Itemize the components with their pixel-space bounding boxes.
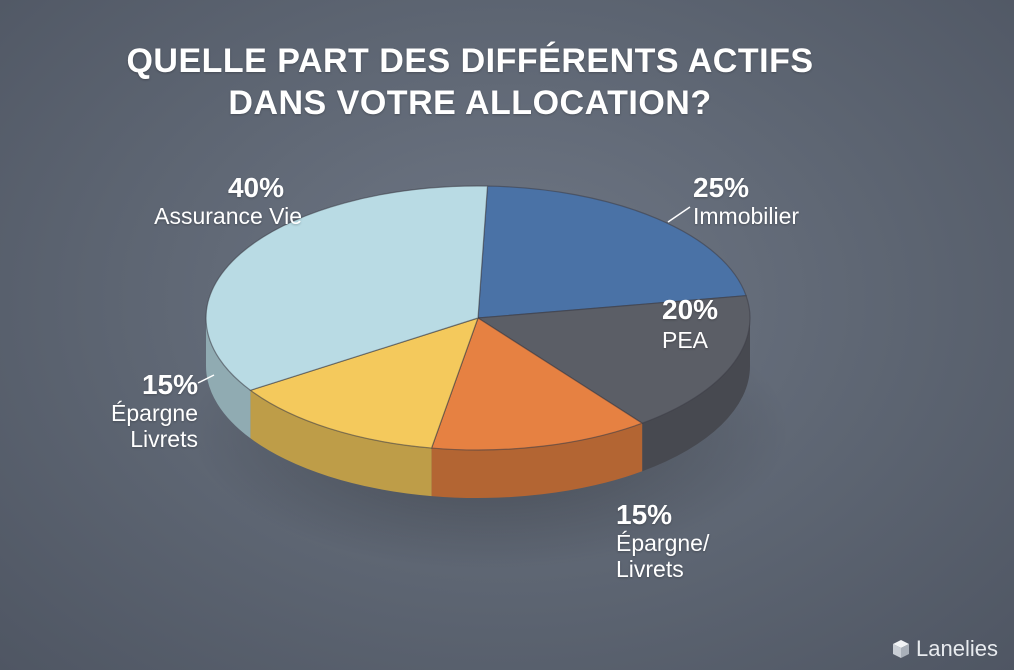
label-epargne-bottom-name-2: Livrets — [616, 556, 684, 582]
leader-line-epargne-left — [197, 374, 215, 384]
pie-slice-assurance-vie — [205, 185, 489, 391]
label-assurance-vie-pct: 40% — [227, 172, 284, 203]
leader-line-immobilier — [667, 206, 691, 223]
pie-slice-pargne-livrets — [249, 317, 479, 449]
pie-side-pargne-livrets — [431, 423, 643, 498]
chart-title-line-1: QUELLE PART DES DIFFÉRENTS ACTIFS — [126, 42, 814, 80]
watermark-logo: Lanelies — [892, 636, 998, 662]
label-pea-name: PEA — [662, 327, 709, 353]
label-epargne-left: 15% Épargne Livrets — [78, 369, 198, 453]
pie-slice-immobilier — [477, 185, 747, 319]
label-epargne-bottom-name-1: Épargne/ — [616, 530, 710, 556]
label-epargne-left-name-1: Épargne — [111, 400, 198, 426]
label-pea: 20% PEA — [662, 294, 719, 354]
label-immobilier-name: Immobilier — [693, 203, 800, 229]
label-epargne-left-name-2: Livrets — [130, 426, 198, 452]
pie-slice-pea — [476, 295, 751, 424]
label-assurance-vie: 40% Assurance Vie — [120, 172, 302, 230]
label-immobilier-pct: 25% — [693, 172, 750, 203]
chart-title: QUELLE PART DES DIFFÉRENTS ACTIFS DANS V… — [0, 40, 940, 124]
cube-icon — [892, 639, 910, 659]
pie-side-pargne-livrets — [250, 390, 432, 497]
label-epargne-bottom: 15% Épargne/ Livrets — [616, 499, 710, 583]
pie-sides — [206, 318, 750, 498]
label-assurance-vie-name: Assurance Vie — [154, 203, 302, 229]
watermark-text: Lanelies — [916, 636, 998, 661]
label-immobilier: 25% Immobilier — [693, 172, 800, 230]
chart-title-line-2: DANS VOTRE ALLOCATION? — [228, 84, 712, 122]
leader-lines — [197, 206, 691, 384]
label-epargne-left-pct: 15% — [141, 369, 198, 400]
pie-slice-pargne-livrets — [430, 317, 644, 451]
label-epargne-bottom-pct: 15% — [616, 499, 673, 530]
label-pea-pct: 20% — [662, 294, 719, 325]
pie-side-pea — [642, 318, 750, 472]
pie-top — [205, 185, 751, 451]
pie-side-assurance-vie — [206, 318, 251, 439]
